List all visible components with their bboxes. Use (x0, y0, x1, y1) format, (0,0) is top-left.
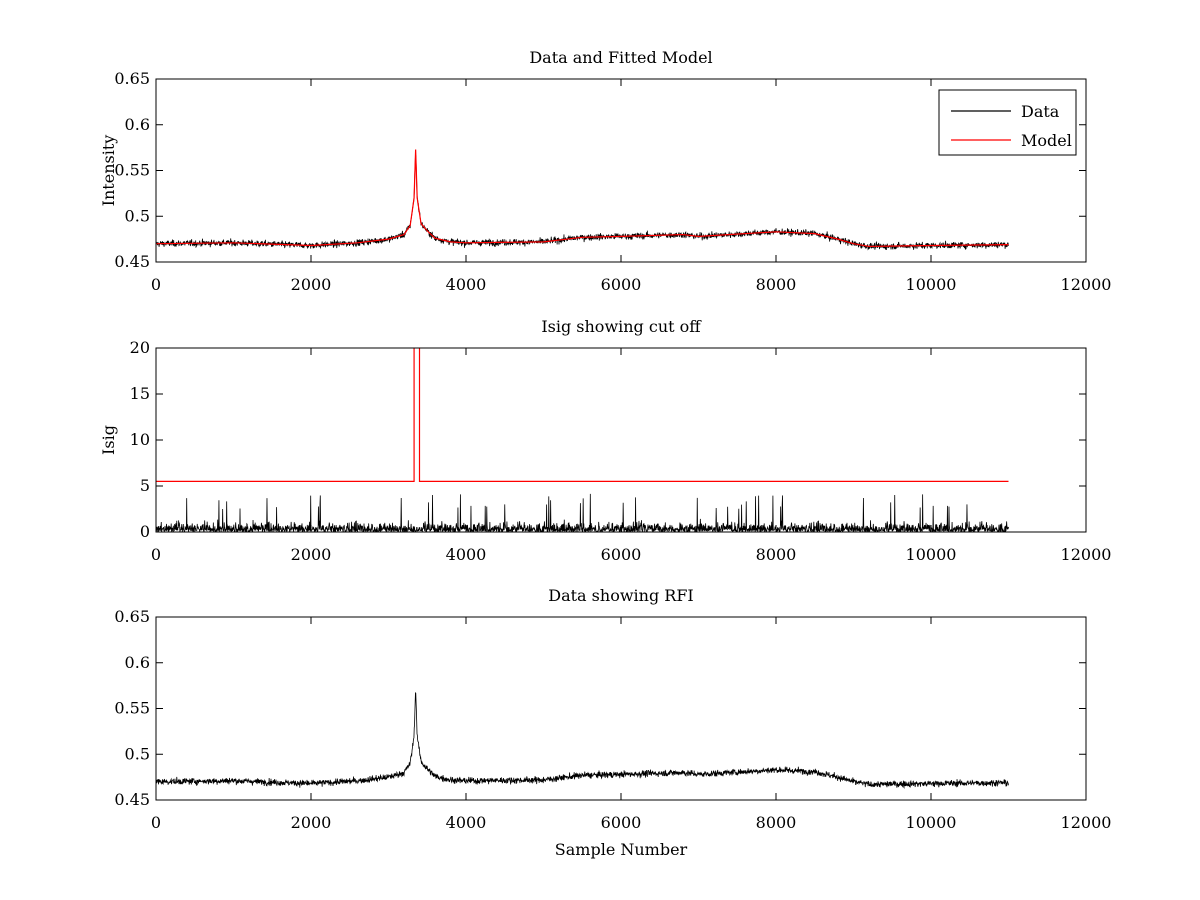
y-tick-label: 0.5 (125, 206, 150, 225)
x-tick-label: 8000 (756, 275, 797, 294)
x-axis-label: Sample Number (555, 840, 688, 859)
chart-panel-1: 0 2000 4000 6000 8000 10000 12000 0.45 0.5 0.55 0.… (99, 48, 1111, 294)
chart-title: Data showing RFI (548, 586, 693, 605)
legend-label-data: Data (1021, 102, 1060, 121)
x-tick-label: 10000 (906, 545, 957, 564)
y-axis-label: Isig (99, 425, 118, 455)
legend-box (938, 89, 1077, 156)
y-tick-label: 0.6 (125, 115, 150, 134)
y-tick-label: 0.65 (114, 607, 150, 626)
plot-area (156, 692, 1009, 789)
x-tick-label: 2000 (291, 275, 332, 294)
y-axis-label: Intensity (99, 135, 118, 207)
axes-frame (155, 347, 1087, 533)
x-tick-label: 2000 (291, 813, 332, 832)
y-tick-label: 0.65 (114, 69, 150, 88)
y-tick-label: 0.45 (114, 790, 150, 809)
chart-panel-3: 0 2000 4000 6000 8000 10000 12000 0.45 0.5 0.55 0.… (114, 586, 1111, 859)
y-tick-label: 10 (130, 430, 150, 449)
isig-series-line (156, 692, 1009, 789)
x-tick-label: 6000 (601, 813, 642, 832)
data-series-line (156, 154, 1009, 251)
x-tick-label: 12000 (1061, 813, 1112, 832)
x-tick-label: 10000 (906, 813, 957, 832)
x-tick-label: 2000 (291, 545, 332, 564)
x-tick-label: 12000 (1061, 275, 1112, 294)
y-tick-label: 20 (130, 338, 150, 357)
chart-title: Isig showing cut off (541, 317, 702, 336)
y-tick-label: 0.55 (114, 161, 150, 180)
x-tick-label: 4000 (446, 813, 487, 832)
chart-title: Data and Fitted Model (529, 48, 712, 67)
y-tick-label: 15 (130, 384, 150, 403)
x-tick-label: 4000 (446, 275, 487, 294)
x-tick-label: 10000 (906, 275, 957, 294)
legend: Data Model (938, 89, 1077, 156)
y-tick-label: 5 (140, 476, 150, 495)
isig-series-line (156, 493, 1009, 532)
chart-panel-2: 0 2000 4000 6000 8000 10000 12000 0 5 10 15 20 Isig … (99, 317, 1111, 564)
x-tick-label: 4000 (446, 545, 487, 564)
y-tick-label: 0.6 (125, 653, 150, 672)
legend-label-model: Model (1021, 131, 1072, 150)
x-tick-label: 8000 (756, 545, 797, 564)
x-tick-label: 12000 (1061, 545, 1112, 564)
x-tick-label: 6000 (601, 545, 642, 564)
y-tick-label: 0.45 (114, 252, 150, 271)
x-tick-label: 0 (151, 545, 161, 564)
x-tick-label: 8000 (756, 813, 797, 832)
cutoff-series-line (156, 348, 1009, 482)
y-tick-label: 0 (140, 522, 150, 541)
plot-area (156, 348, 1009, 532)
x-tick-label: 0 (151, 813, 161, 832)
x-tick-label: 6000 (601, 275, 642, 294)
y-tick-label: 0.55 (114, 699, 150, 718)
plot-area (156, 149, 1009, 251)
model-series-line (156, 149, 1009, 248)
x-tick-label: 0 (151, 275, 161, 294)
y-tick-label: 0.5 (125, 744, 150, 763)
